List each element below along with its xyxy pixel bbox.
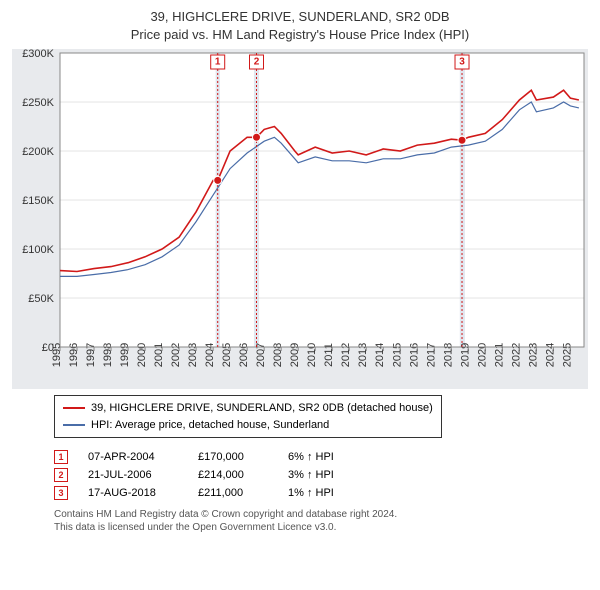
sale-date: 07-APR-2004 <box>88 451 178 463</box>
svg-text:1995: 1995 <box>51 343 63 367</box>
sale-marker-2: 2 <box>54 468 68 482</box>
legend-swatch-hpi <box>63 424 85 426</box>
legend: 39, HIGHCLERE DRIVE, SUNDERLAND, SR2 0DB… <box>54 395 442 438</box>
footer-line-2: This data is licensed under the Open Gov… <box>54 521 588 534</box>
svg-text:2005: 2005 <box>221 343 233 367</box>
sale-row: 1 07-APR-2004 £170,000 6% ↑ HPI <box>54 450 588 464</box>
svg-text:2009: 2009 <box>289 343 301 367</box>
svg-text:2001: 2001 <box>153 343 165 367</box>
legend-swatch-property <box>63 407 85 409</box>
price-chart: £0£50K£100K£150K£200K£250K£300K199519961… <box>12 49 588 389</box>
svg-text:£200K: £200K <box>22 146 54 158</box>
svg-text:2: 2 <box>254 57 260 68</box>
footer-attribution: Contains HM Land Registry data © Crown c… <box>54 508 588 534</box>
svg-text:2012: 2012 <box>340 343 352 367</box>
svg-text:1996: 1996 <box>68 343 80 367</box>
svg-text:2008: 2008 <box>272 343 284 367</box>
svg-text:£50K: £50K <box>28 293 54 305</box>
chart-container: 39, HIGHCLERE DRIVE, SUNDERLAND, SR2 0DB… <box>0 0 600 544</box>
sale-row: 3 17-AUG-2018 £211,000 1% ↑ HPI <box>54 486 588 500</box>
svg-text:1: 1 <box>215 57 221 68</box>
sale-hpi: 1% ↑ HPI <box>288 487 368 499</box>
svg-text:2018: 2018 <box>442 343 454 367</box>
svg-text:2000: 2000 <box>136 343 148 367</box>
svg-text:2013: 2013 <box>357 343 369 367</box>
chart-title: 39, HIGHCLERE DRIVE, SUNDERLAND, SR2 0DB… <box>12 8 588 43</box>
svg-text:2021: 2021 <box>493 343 505 367</box>
svg-text:2025: 2025 <box>561 343 573 367</box>
sale-row: 2 21-JUL-2006 £214,000 3% ↑ HPI <box>54 468 588 482</box>
sale-date: 21-JUL-2006 <box>88 469 178 481</box>
svg-text:2006: 2006 <box>238 343 250 367</box>
legend-item-property: 39, HIGHCLERE DRIVE, SUNDERLAND, SR2 0DB… <box>63 400 433 417</box>
svg-text:2004: 2004 <box>204 343 216 367</box>
legend-item-hpi: HPI: Average price, detached house, Sund… <box>63 417 433 434</box>
sale-price: £170,000 <box>198 451 268 463</box>
svg-text:£100K: £100K <box>22 244 54 256</box>
svg-text:2002: 2002 <box>170 343 182 367</box>
svg-text:2010: 2010 <box>306 343 318 367</box>
svg-text:2019: 2019 <box>459 343 471 367</box>
svg-text:2023: 2023 <box>527 343 539 367</box>
chart-svg: £0£50K£100K£150K£200K£250K£300K199519961… <box>12 49 588 389</box>
svg-text:£150K: £150K <box>22 195 54 207</box>
svg-text:£300K: £300K <box>22 49 54 60</box>
svg-text:2020: 2020 <box>476 343 488 367</box>
svg-text:2003: 2003 <box>187 343 199 367</box>
sale-hpi: 3% ↑ HPI <box>288 469 368 481</box>
sales-table: 1 07-APR-2004 £170,000 6% ↑ HPI 2 21-JUL… <box>54 450 588 500</box>
sale-marker-3: 3 <box>54 486 68 500</box>
svg-text:1997: 1997 <box>85 343 97 367</box>
svg-text:1998: 1998 <box>102 343 114 367</box>
svg-text:3: 3 <box>459 57 465 68</box>
svg-text:2016: 2016 <box>408 343 420 367</box>
legend-label-property: 39, HIGHCLERE DRIVE, SUNDERLAND, SR2 0DB… <box>91 400 433 417</box>
svg-text:2014: 2014 <box>374 343 386 367</box>
svg-text:2022: 2022 <box>510 343 522 367</box>
sale-price: £211,000 <box>198 487 268 499</box>
sale-price: £214,000 <box>198 469 268 481</box>
svg-text:2015: 2015 <box>391 343 403 367</box>
footer-line-1: Contains HM Land Registry data © Crown c… <box>54 508 588 521</box>
title-line-2: Price paid vs. HM Land Registry's House … <box>12 26 588 44</box>
svg-text:1999: 1999 <box>119 343 131 367</box>
svg-text:2024: 2024 <box>544 343 556 367</box>
sale-hpi: 6% ↑ HPI <box>288 451 368 463</box>
sale-date: 17-AUG-2018 <box>88 487 178 499</box>
sale-marker-1: 1 <box>54 450 68 464</box>
legend-label-hpi: HPI: Average price, detached house, Sund… <box>91 417 329 434</box>
title-line-1: 39, HIGHCLERE DRIVE, SUNDERLAND, SR2 0DB <box>12 8 588 26</box>
svg-text:£250K: £250K <box>22 97 54 109</box>
svg-text:2017: 2017 <box>425 343 437 367</box>
